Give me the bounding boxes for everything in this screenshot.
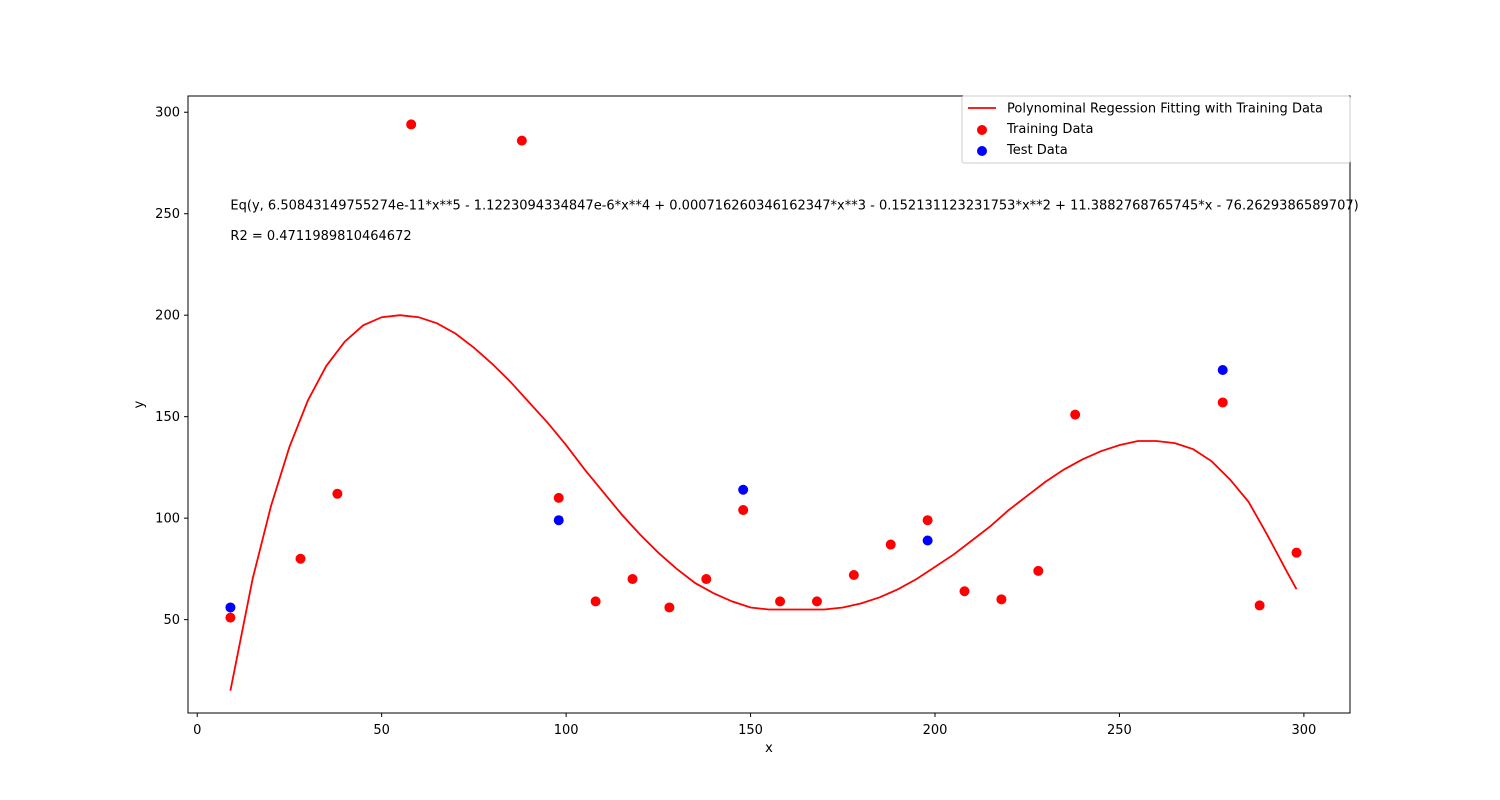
training-point	[225, 612, 236, 623]
legend-label-fit: Polynominal Regession Fitting with Train…	[1007, 102, 1323, 117]
training-point	[959, 586, 970, 597]
legend-label-test: Test Data	[1006, 143, 1068, 158]
training-point	[664, 602, 675, 613]
fit-curve-line	[229, 314, 1298, 691]
test-point	[922, 535, 933, 546]
test-point	[1217, 364, 1228, 375]
training-point	[332, 488, 343, 499]
training-point	[1254, 600, 1265, 611]
curve-layer	[229, 314, 1298, 691]
y-tick-label: 100	[155, 512, 180, 527]
test-point	[553, 515, 564, 526]
x-tick-label: 50	[373, 723, 390, 738]
x-ticks: 0 50 100 150 200 250 300	[193, 713, 1316, 738]
legend-box	[961, 95, 1351, 164]
plot-area	[187, 95, 1351, 714]
training-point	[922, 515, 933, 526]
y-ticks: 50 100 150 200 250 300	[155, 106, 188, 628]
training-point	[406, 119, 417, 130]
points-layer	[225, 119, 1302, 623]
x-tick-label: 0	[193, 723, 201, 738]
training-point	[701, 574, 712, 585]
training-point	[1070, 409, 1081, 420]
training-point	[590, 596, 601, 607]
r2-annotation: R2 = 0.4711989810464672	[230, 229, 411, 244]
training-point	[1033, 565, 1044, 576]
training-point	[811, 596, 822, 607]
test-point	[225, 602, 236, 613]
y-tick-label: 200	[155, 309, 180, 324]
y-tick-label: 150	[155, 410, 180, 425]
y-tick-label: 50	[163, 613, 180, 628]
y-tick-label: 250	[155, 207, 180, 222]
training-point	[516, 135, 527, 146]
x-tick-label: 150	[738, 723, 763, 738]
training-point	[738, 505, 749, 516]
y-tick-label: 300	[155, 106, 180, 121]
equation-annotation: Eq(y, 6.50843149755274e-11*x**5 - 1.1223…	[230, 199, 1358, 214]
training-point	[775, 596, 786, 607]
training-point	[295, 553, 306, 564]
x-tick-label: 200	[923, 723, 948, 738]
legend-label-training: Training Data	[1006, 122, 1093, 137]
training-point	[885, 539, 896, 550]
x-tick-label: 100	[554, 723, 579, 738]
training-point	[848, 569, 859, 580]
y-axis-label: y	[132, 400, 147, 408]
x-tick-label: 300	[1291, 723, 1316, 738]
training-point	[1291, 547, 1302, 558]
x-tick-label: 250	[1107, 723, 1132, 738]
legend-marker-test	[977, 146, 987, 156]
training-point	[996, 594, 1007, 605]
test-point	[738, 484, 749, 495]
training-point	[553, 492, 564, 503]
x-axis-label: x	[765, 741, 773, 756]
training-point	[627, 574, 638, 585]
legend-marker-training	[977, 125, 987, 135]
training-point	[1217, 397, 1228, 408]
legend: Polynominal Regession Fitting with Train…	[961, 95, 1351, 164]
